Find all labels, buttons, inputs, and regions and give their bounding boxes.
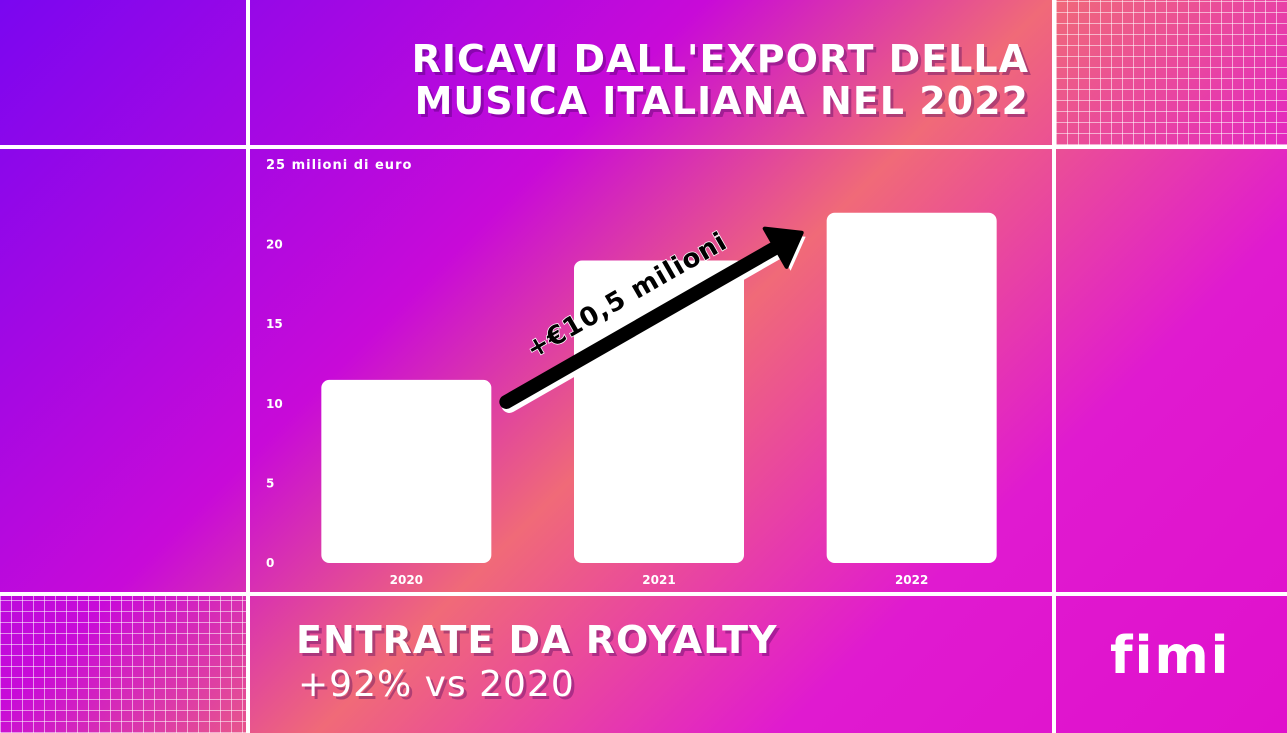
y-axis-top-tick: 25 (266, 158, 292, 173)
fimi-logo: fimi (1110, 626, 1231, 686)
y-tick-5: 5 (266, 476, 274, 490)
wave-pattern-top-right (1056, 0, 1287, 145)
y-tick-0: 0 (266, 556, 274, 570)
x-tick-2020: 2020 (390, 573, 423, 587)
footer-subtitle: +92% vs 2020 (298, 664, 575, 705)
title-line-2: MUSICA ITALIANA NEL 2022 (414, 79, 1029, 123)
y-axis-label: milioni di euro (291, 158, 413, 173)
bar-2022 (826, 212, 997, 563)
chart-title: RICAVI DALL'EXPORT DELLA MUSICA ITALIANA… (412, 38, 1029, 122)
y-tick-15: 15 (266, 317, 283, 331)
grid-line-v2 (1052, 0, 1056, 733)
footer-title: ENTRATE DA ROYALTY (296, 618, 778, 662)
grid-line-v1 (246, 0, 250, 733)
growth-arrow (499, 226, 806, 413)
x-tick-2022: 2022 (895, 573, 928, 587)
bar-2020 (321, 379, 492, 563)
y-axis-unit-label: 25 milioni di euro (266, 158, 412, 173)
wave-pattern-bottom-left (0, 596, 246, 733)
grid-line-h2 (0, 592, 1287, 596)
grid-line-h1 (0, 145, 1287, 149)
y-tick-20: 20 (266, 238, 283, 252)
x-tick-2021: 2021 (642, 573, 675, 587)
y-tick-10: 10 (266, 397, 283, 411)
title-line-1: RICAVI DALL'EXPORT DELLA (411, 37, 1029, 81)
